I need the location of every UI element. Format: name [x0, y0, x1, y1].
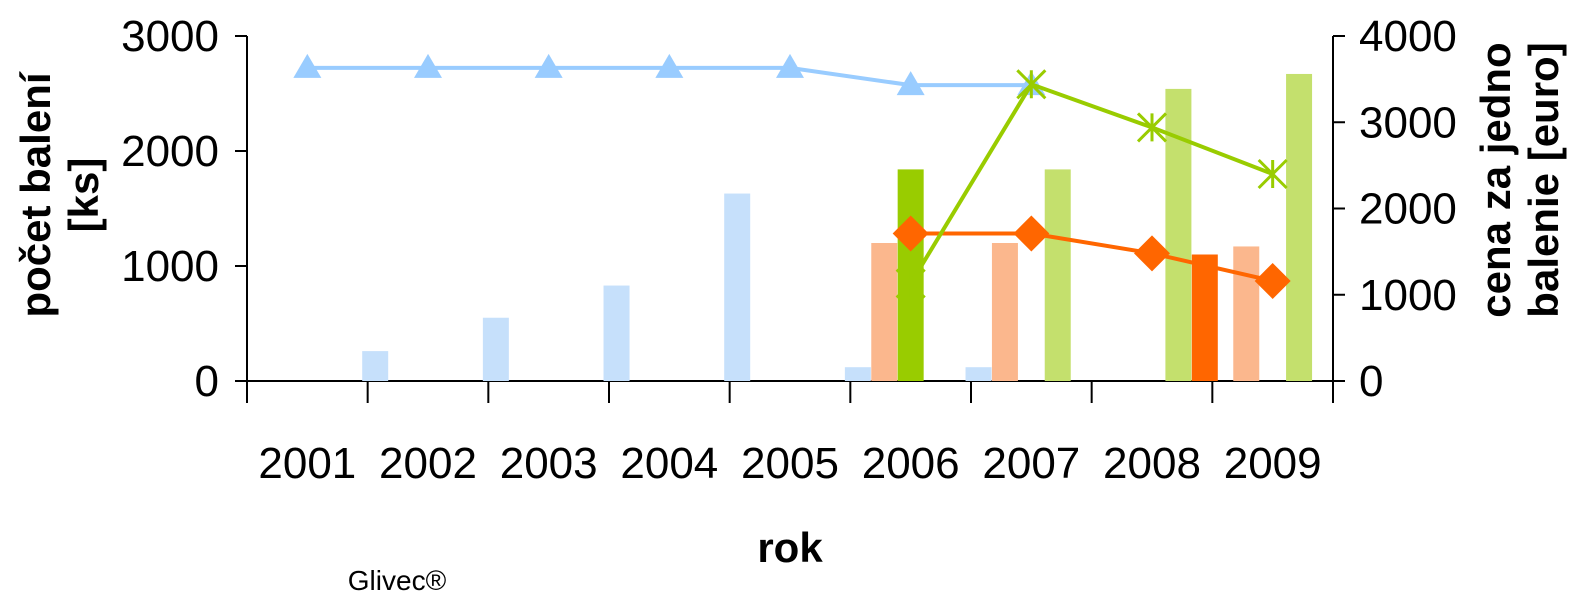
y-left-axis-title-line: [ks]: [60, 158, 107, 233]
line-point: [293, 53, 322, 78]
bar: [844, 367, 871, 381]
bar: [1044, 169, 1071, 381]
bar: [362, 351, 389, 381]
right-tick-label: 0: [1359, 357, 1383, 406]
bar: [1286, 73, 1313, 381]
x-tick-label: 2007: [982, 439, 1080, 488]
bar: [871, 243, 898, 381]
bar: [1191, 254, 1218, 381]
bar: [965, 367, 992, 381]
x-tick-label: 2006: [862, 439, 960, 488]
bar: [482, 317, 509, 381]
lines: [293, 53, 1291, 299]
line-point: [896, 71, 925, 96]
x-tick-label: 2001: [258, 439, 356, 488]
legend-label: Glivec®: [348, 565, 447, 596]
bar: [724, 193, 751, 381]
bar: [1233, 246, 1260, 381]
left-tick-label: 1000: [121, 242, 219, 291]
left-tick-label: 2000: [121, 127, 219, 176]
line-point: [414, 53, 442, 78]
y-left-axis-title: počet balení[ks]: [12, 71, 107, 317]
bar: [603, 285, 630, 381]
right-tick-label: 3000: [1359, 98, 1457, 147]
x-tick-label: 2003: [500, 439, 598, 488]
x-tick-label: 2005: [741, 439, 839, 488]
y-right-axis-title-line: cena za jedno: [1472, 42, 1519, 317]
labels: 0 1000 2000 3000 0 1000 2000 3000 4000 2001 2002 20…: [12, 12, 1567, 596]
y-left-axis-title-line: počet balení: [12, 71, 59, 317]
line-point: [1134, 235, 1170, 272]
y-right-axis-title-line: balenie [euro]: [1520, 42, 1567, 317]
line-point: [1136, 112, 1168, 143]
axes: [235, 35, 1345, 403]
line-point: [655, 53, 684, 78]
bars: [362, 73, 1313, 382]
left-tick-label: 3000: [121, 12, 219, 61]
line-point: [1013, 215, 1050, 252]
bar: [991, 243, 1018, 381]
right-tick-label: 4000: [1359, 12, 1457, 61]
x-tick-label: 2002: [379, 439, 477, 488]
x-tick-label: 2009: [1224, 439, 1322, 488]
series-line: [910, 231, 1274, 283]
x-tick-label: 2004: [620, 439, 718, 488]
right-tick-label: 1000: [1359, 271, 1457, 320]
left-tick-label: 0: [195, 357, 219, 406]
line-point: [1016, 69, 1047, 100]
line-point: [892, 215, 929, 252]
right-tick-label: 2000: [1359, 185, 1457, 234]
y-right-axis-title: cena za jednobalenie [euro]: [1472, 42, 1567, 317]
x-tick-label: 2008: [1103, 439, 1201, 488]
x-axis-title: rok: [757, 524, 823, 571]
line-point: [1254, 262, 1291, 299]
series-line: [908, 81, 1274, 285]
line-point: [895, 268, 926, 299]
line-point: [1257, 158, 1288, 190]
line-point: [534, 53, 563, 78]
line-point: [776, 53, 804, 78]
